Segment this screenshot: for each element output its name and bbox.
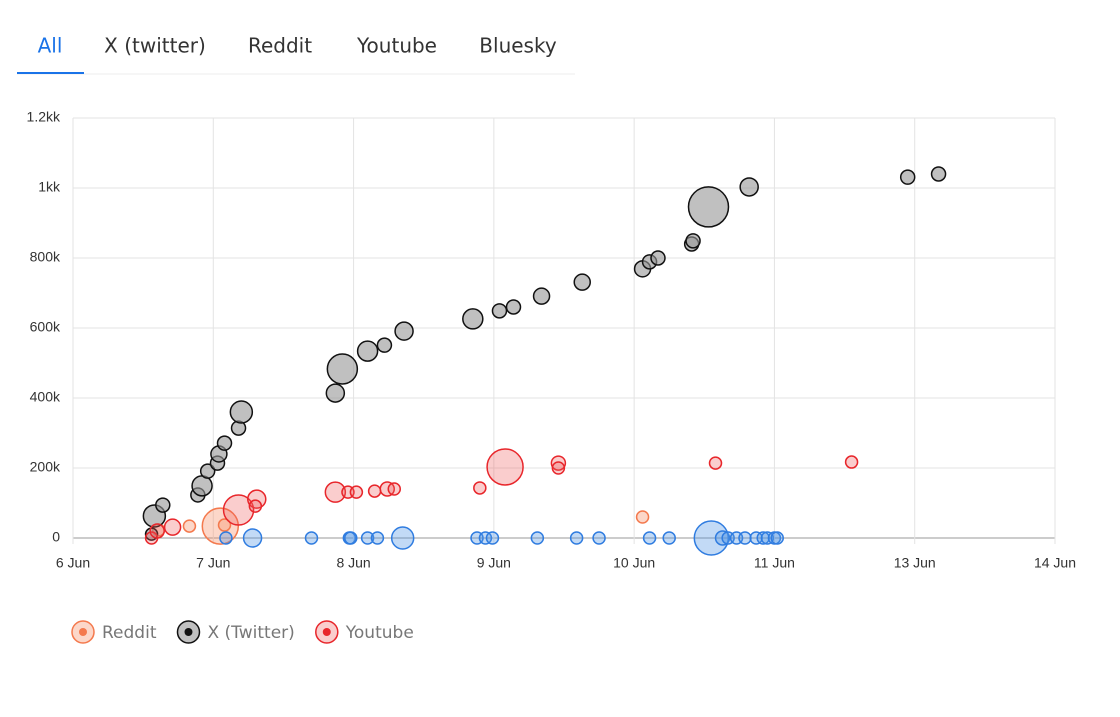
bubble (344, 531, 358, 545)
x-tick-label: 6 Jun (56, 555, 90, 571)
bubble (485, 531, 500, 545)
bubble (708, 456, 723, 470)
y-tick-label: 200k (30, 459, 61, 475)
bubble (191, 475, 213, 497)
y-tick-label: 1kk (38, 179, 61, 195)
tab[interactable]: Bluesky (479, 34, 557, 58)
bubble (370, 531, 385, 545)
y-tick-label: 400k (30, 389, 61, 405)
bubble (635, 510, 650, 524)
bubble (770, 531, 784, 545)
bubble (738, 531, 752, 545)
bubble (182, 519, 197, 533)
bubble (532, 287, 551, 305)
bubble (569, 531, 584, 545)
bubble (379, 481, 395, 497)
legend-icon-glyph (322, 628, 331, 636)
bubble (222, 494, 255, 526)
bubble (530, 531, 545, 545)
bubble (573, 273, 591, 291)
legend-icon-glyph (184, 628, 193, 636)
bubble (349, 485, 364, 499)
bubble (216, 435, 233, 451)
tab[interactable]: Youtube (356, 34, 437, 58)
bubble (356, 340, 379, 362)
bubble (242, 528, 263, 548)
legend-label: X (Twitter) (207, 623, 294, 643)
x-tick-label: 11 Jun (754, 555, 795, 571)
bubble (693, 520, 730, 556)
bubble (324, 481, 347, 503)
bubble (201, 507, 240, 545)
bubble (326, 353, 359, 385)
tab[interactable]: Reddit (248, 34, 312, 58)
bubble (376, 337, 393, 353)
y-tick-label: 600k (30, 319, 61, 335)
bubble (739, 177, 759, 197)
y-tick-label: 0 (52, 529, 60, 545)
bubble (550, 455, 567, 471)
bubble (219, 531, 233, 545)
bubble (199, 463, 216, 479)
bubble (217, 518, 232, 532)
bubble (687, 186, 730, 228)
legend-label: Youtube (345, 623, 414, 643)
legend-icon-glyph (79, 628, 87, 636)
bubble (756, 531, 770, 545)
bubble (551, 461, 566, 475)
y-tick-label: 800k (30, 249, 61, 265)
x-tick-label: 7 Jun (196, 555, 230, 571)
bubble (760, 531, 775, 545)
bubble (930, 166, 947, 182)
bubble (360, 531, 375, 545)
bubble (486, 448, 524, 486)
bubble (505, 299, 522, 315)
bubble (642, 531, 657, 545)
bubble (163, 518, 182, 536)
x-tick-label: 9 Jun (477, 555, 511, 571)
x-tick-label: 10 Jun (613, 555, 655, 571)
x-tick-label: 14 Jun (1034, 555, 1076, 571)
bubble (387, 482, 402, 496)
bubble (390, 526, 415, 550)
x-tick-label: 13 Jun (894, 555, 936, 571)
bubble (592, 531, 606, 545)
y-tick-label: 1.2kk (27, 109, 61, 125)
bubble (491, 303, 508, 319)
bubble (248, 499, 263, 513)
x-tick-label: 8 Jun (336, 555, 370, 571)
bubble (899, 169, 916, 185)
bubble (478, 531, 493, 545)
legend-label: Reddit (102, 623, 157, 643)
bubble (325, 383, 346, 403)
bubble (473, 481, 487, 495)
bubble (367, 484, 382, 498)
bubble (304, 531, 319, 545)
bubble (229, 400, 254, 424)
bubble (650, 250, 666, 266)
bubble (749, 531, 763, 545)
bubble (149, 523, 165, 539)
bubble (662, 531, 676, 545)
bubble (462, 308, 484, 330)
bubble (685, 233, 701, 249)
bubble (844, 455, 859, 469)
bubble (155, 497, 171, 513)
tab-indicator (17, 72, 84, 74)
tab[interactable]: All (38, 34, 63, 58)
bubble (394, 321, 414, 341)
tab[interactable]: X (twitter) (104, 34, 206, 58)
